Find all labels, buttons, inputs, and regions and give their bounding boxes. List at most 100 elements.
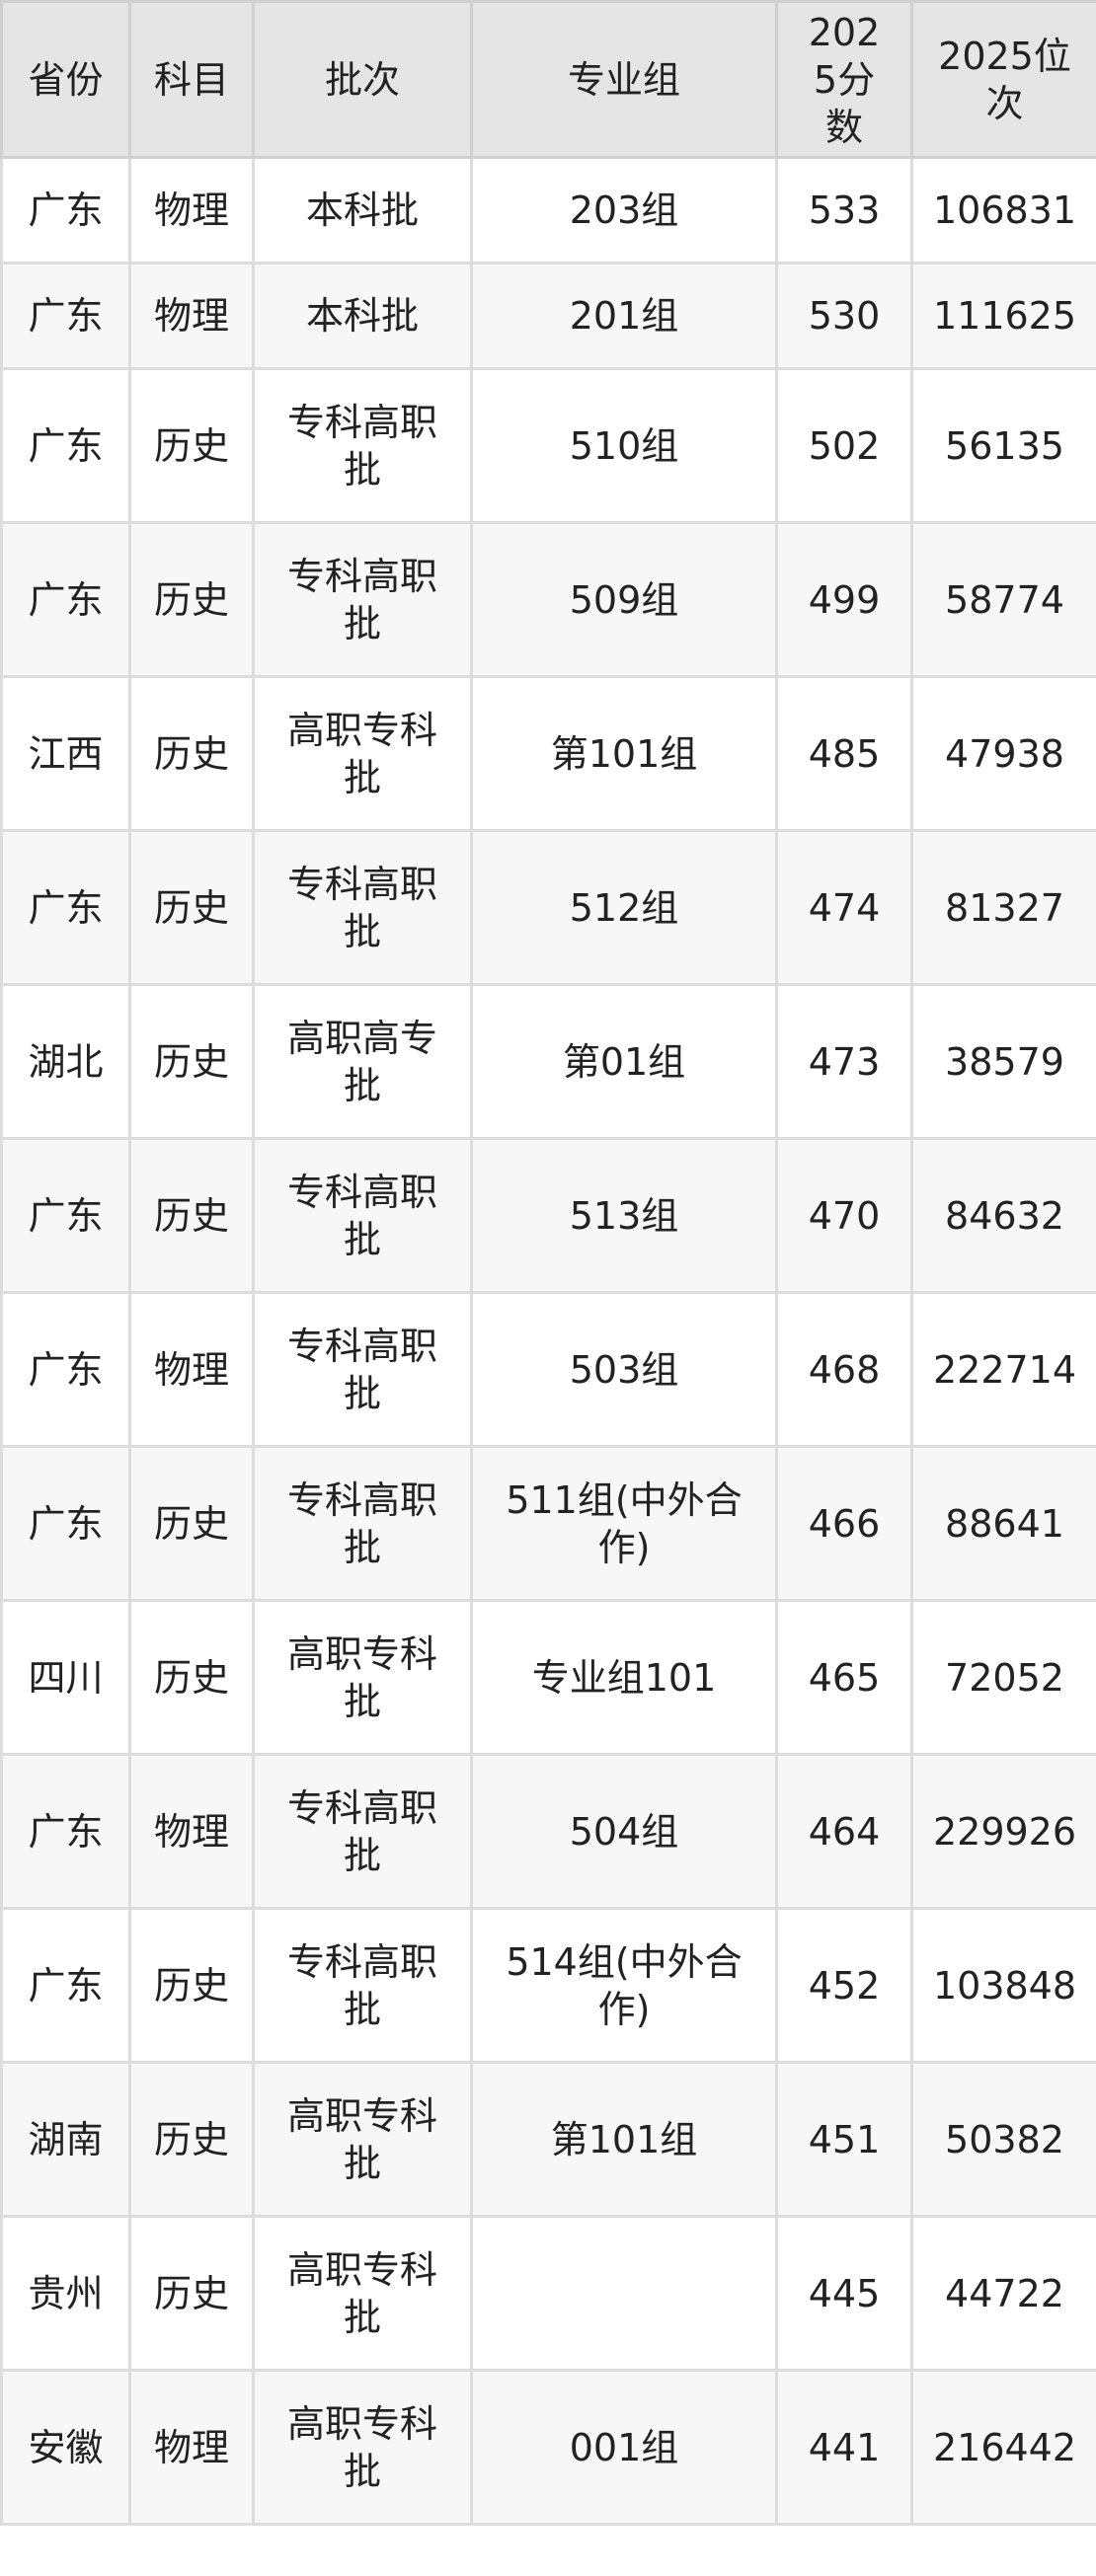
- cell-score-2025: 468: [775, 1291, 913, 1448]
- cell-major-group: [470, 2215, 778, 2372]
- cell-batch: 高职专科批: [252, 2369, 473, 2526]
- cell-subject: 历史: [128, 521, 255, 678]
- cell-batch: 高职专科批: [252, 1599, 473, 1756]
- cell-rank-2025: 111625: [910, 262, 1096, 370]
- header-row: 省份 科目 批次 专业组 2025分数 2025位次: [0, 0, 1096, 159]
- cell-batch: 专科高职批: [252, 829, 473, 986]
- cell-major-group: 514组(中外合作): [470, 1907, 778, 2064]
- cell-rank-2025: 84632: [910, 1137, 1096, 1294]
- cell-major-group: 001组: [470, 2369, 778, 2526]
- cell-major-group: 513组: [470, 1137, 778, 1294]
- cell-subject: 物理: [128, 1753, 255, 1910]
- table-row: 江西 历史 高职专科批 第101组 485 47938: [0, 675, 1096, 832]
- cell-score-2025: 445: [775, 2215, 913, 2372]
- cell-batch: 专科高职批: [252, 1291, 473, 1448]
- cell-subject: 物理: [128, 262, 255, 370]
- cell-subject: 物理: [128, 2369, 255, 2526]
- cell-score-2025: 441: [775, 2369, 913, 2526]
- cell-subject: 历史: [128, 1599, 255, 1756]
- cell-province: 广东: [0, 1907, 131, 2064]
- cell-major-group: 503组: [470, 1291, 778, 1448]
- table-row: 湖北 历史 高职高专批 第01组 473 38579: [0, 983, 1096, 1140]
- cell-major-group: 510组: [470, 367, 778, 524]
- header-score-2025: 2025分数: [775, 0, 913, 159]
- cell-batch: 专科高职批: [252, 1445, 473, 1602]
- cell-subject: 物理: [128, 156, 255, 265]
- header-subject: 科目: [128, 0, 255, 159]
- cell-rank-2025: 44722: [910, 2215, 1096, 2372]
- cell-rank-2025: 222714: [910, 1291, 1096, 1448]
- cell-batch: 高职专科批: [252, 2215, 473, 2372]
- cell-score-2025: 485: [775, 675, 913, 832]
- cell-subject: 历史: [128, 983, 255, 1140]
- cell-subject: 历史: [128, 1907, 255, 2064]
- cell-subject: 历史: [128, 675, 255, 832]
- table-row: 安徽 物理 高职专科批 001组 441 216442: [0, 2369, 1096, 2526]
- cell-batch: 本科批: [252, 262, 473, 370]
- table-row: 广东 物理 本科批 201组 530 111625: [0, 262, 1096, 370]
- cell-score-2025: 451: [775, 2061, 913, 2218]
- cell-score-2025: 533: [775, 156, 913, 265]
- cell-batch: 本科批: [252, 156, 473, 265]
- table-row: 广东 历史 专科高职批 510组 502 56135: [0, 367, 1096, 524]
- cell-province: 湖北: [0, 983, 131, 1140]
- cell-major-group: 201组: [470, 262, 778, 370]
- cell-province: 广东: [0, 367, 131, 524]
- cell-score-2025: 452: [775, 1907, 913, 2064]
- cell-province: 广东: [0, 262, 131, 370]
- cell-province: 广东: [0, 1137, 131, 1294]
- cell-province: 广东: [0, 156, 131, 265]
- cell-rank-2025: 58774: [910, 521, 1096, 678]
- cell-province: 湖南: [0, 2061, 131, 2218]
- cell-major-group: 509组: [470, 521, 778, 678]
- cell-province: 广东: [0, 1445, 131, 1602]
- cell-batch: 专科高职批: [252, 1137, 473, 1294]
- cell-rank-2025: 38579: [910, 983, 1096, 1140]
- cell-rank-2025: 47938: [910, 675, 1096, 832]
- cell-batch: 高职专科批: [252, 2061, 473, 2218]
- cell-rank-2025: 56135: [910, 367, 1096, 524]
- cell-subject: 历史: [128, 367, 255, 524]
- cell-score-2025: 499: [775, 521, 913, 678]
- header-rank-2025: 2025位次: [910, 0, 1096, 159]
- cell-score-2025: 465: [775, 1599, 913, 1756]
- cell-rank-2025: 88641: [910, 1445, 1096, 1602]
- cell-score-2025: 502: [775, 367, 913, 524]
- cell-rank-2025: 103848: [910, 1907, 1096, 2064]
- table-row: 广东 物理 专科高职批 504组 464 229926: [0, 1753, 1096, 1910]
- cell-batch: 专科高职批: [252, 1907, 473, 2064]
- cell-province: 广东: [0, 829, 131, 986]
- table-row: 广东 历史 专科高职批 513组 470 84632: [0, 1137, 1096, 1294]
- cell-major-group: 第101组: [470, 675, 778, 832]
- cell-rank-2025: 72052: [910, 1599, 1096, 1756]
- cell-major-group: 第01组: [470, 983, 778, 1140]
- table-row: 广东 历史 专科高职批 512组 474 81327: [0, 829, 1096, 986]
- cell-province: 贵州: [0, 2215, 131, 2372]
- cell-score-2025: 470: [775, 1137, 913, 1294]
- header-batch: 批次: [252, 0, 473, 159]
- cell-province: 广东: [0, 521, 131, 678]
- cell-subject: 历史: [128, 2215, 255, 2372]
- cell-rank-2025: 106831: [910, 156, 1096, 265]
- table-row: 广东 物理 本科批 203组 533 106831: [0, 156, 1096, 265]
- cell-rank-2025: 216442: [910, 2369, 1096, 2526]
- cell-subject: 历史: [128, 2061, 255, 2218]
- header-province: 省份: [0, 0, 131, 159]
- cell-province: 江西: [0, 675, 131, 832]
- cell-major-group: 511组(中外合作): [470, 1445, 778, 1602]
- cell-score-2025: 474: [775, 829, 913, 986]
- table-row: 广东 历史 专科高职批 514组(中外合作) 452 103848: [0, 1907, 1096, 2064]
- table-row: 四川 历史 高职专科批 专业组101 465 72052: [0, 1599, 1096, 1756]
- cell-score-2025: 464: [775, 1753, 913, 1910]
- table-row: 贵州 历史 高职专科批 445 44722: [0, 2215, 1096, 2372]
- table-row: 广东 历史 专科高职批 509组 499 58774: [0, 521, 1096, 678]
- table-row: 湖南 历史 高职专科批 第101组 451 50382: [0, 2061, 1096, 2218]
- cell-batch: 高职高专批: [252, 983, 473, 1140]
- cell-province: 安徽: [0, 2369, 131, 2526]
- header-major-group: 专业组: [470, 0, 778, 159]
- cell-subject: 物理: [128, 1291, 255, 1448]
- cell-score-2025: 473: [775, 983, 913, 1140]
- cell-major-group: 专业组101: [470, 1599, 778, 1756]
- table-row: 广东 物理 专科高职批 503组 468 222714: [0, 1291, 1096, 1448]
